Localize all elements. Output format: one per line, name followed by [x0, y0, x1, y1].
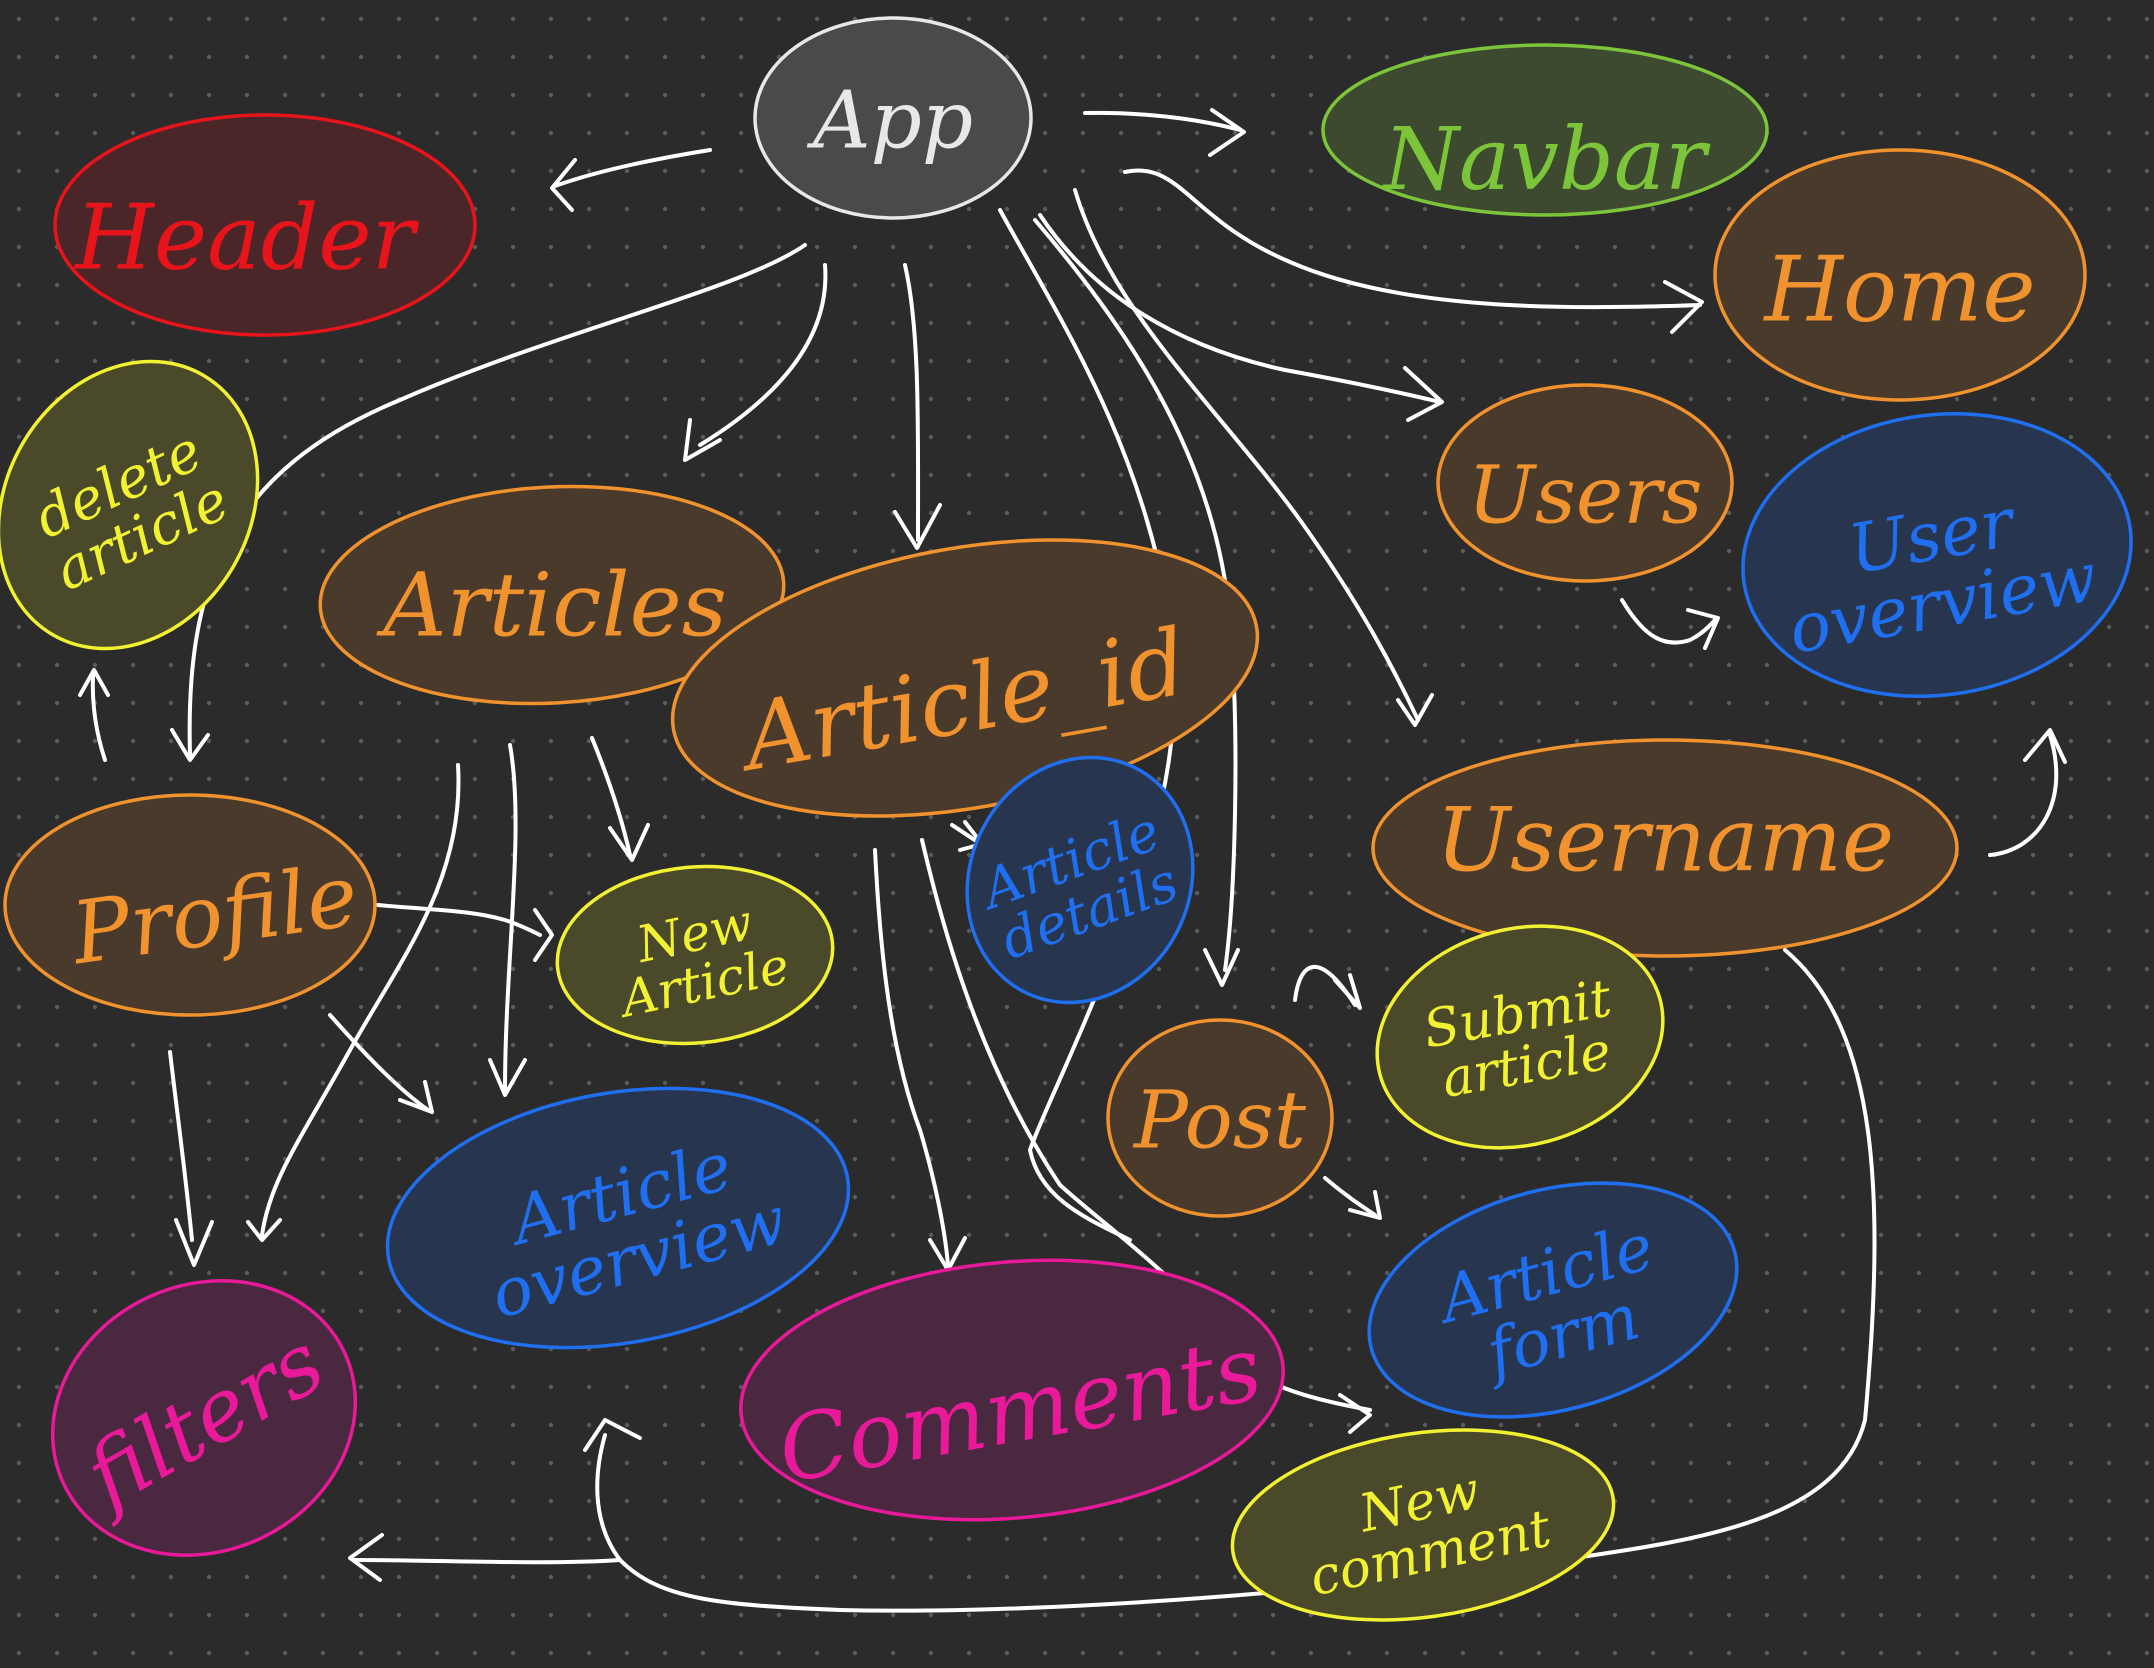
- node-navbar-shape: [1321, 43, 1769, 217]
- node-navbar[interactable]: Navbar: [1321, 43, 1769, 217]
- node-user-overview[interactable]: Useroverview: [1724, 389, 2149, 721]
- nodes: App Navbar Header Home deletearticle Use…: [0, 16, 2149, 1643]
- edge-app-navbar: [1083, 108, 1246, 157]
- node-username-label: Username: [1436, 789, 1894, 892]
- edge-profile-delete-article: [78, 668, 110, 762]
- node-users[interactable]: Users: [1436, 383, 1734, 583]
- node-app-label: App: [806, 74, 973, 167]
- node-article-details-shape: [965, 755, 1195, 1005]
- node-articles-label: Articles: [376, 554, 727, 657]
- node-new-article[interactable]: NewArticle: [550, 855, 840, 1054]
- node-articles-shape: [318, 484, 786, 706]
- edge-articles-filters: [246, 763, 461, 1242]
- edge-app-username: [1073, 188, 1434, 727]
- node-new-article-shape: [555, 864, 835, 1046]
- node-filters-shape: [50, 1279, 358, 1557]
- edge-post-article-form: [1323, 1176, 1382, 1220]
- node-new-comment[interactable]: Newcomment: [1220, 1407, 1626, 1643]
- edge-users-user-overview: [1620, 598, 1720, 650]
- node-article-id-shape: [670, 538, 1260, 818]
- node-navbar-label: Navbar: [1382, 110, 1711, 210]
- edge-profile-new-article: [376, 903, 554, 962]
- edge-app-users: [1038, 213, 1444, 422]
- edge-post-submit-article: [1293, 964, 1362, 1010]
- edge-articles-article-overview: [488, 743, 527, 1097]
- edge-profile-filters: [168, 1050, 214, 1267]
- node-post[interactable]: Post: [1106, 1018, 1334, 1218]
- node-header[interactable]: Header: [53, 113, 477, 337]
- node-submit-article-shape: [1375, 924, 1665, 1150]
- node-header-shape: [53, 113, 477, 337]
- node-post-label: Post: [1132, 1074, 1307, 1167]
- edge-app-article-id: [893, 263, 942, 550]
- node-submit-article[interactable]: Submitarticle: [1352, 895, 1688, 1179]
- node-article-overview[interactable]: Articleoverview: [367, 1054, 869, 1381]
- node-post-shape: [1106, 1018, 1334, 1218]
- node-comments[interactable]: Comments: [730, 1239, 1294, 1541]
- node-delete-article-shape: [0, 359, 260, 651]
- node-home[interactable]: Home: [1713, 148, 2087, 402]
- node-articles[interactable]: Articles: [315, 475, 790, 715]
- edge-username-filters: [348, 1533, 622, 1582]
- node-username[interactable]: Username: [1371, 738, 1959, 958]
- node-delete-article[interactable]: deletearticle: [0, 314, 309, 696]
- node-username-shape: [1371, 738, 1959, 958]
- node-article-form-shape: [1367, 1181, 1739, 1419]
- edge-articles-new-article: [590, 736, 650, 862]
- node-profile-shape: [3, 793, 377, 1017]
- node-home-shape: [1713, 148, 2087, 402]
- edge-app-profile: [170, 243, 807, 762]
- node-article-form[interactable]: Articleform: [1343, 1145, 1763, 1455]
- edge-username-user-overview: [1988, 728, 2067, 857]
- node-user-overview-shape: [1741, 411, 2133, 699]
- node-new-comment-shape: [1230, 1428, 1616, 1622]
- node-users-label: Users: [1467, 449, 1702, 542]
- node-header-label: Header: [73, 186, 419, 291]
- edge-app-home: [1123, 168, 1704, 334]
- node-profile[interactable]: Profile: [3, 793, 377, 1017]
- node-comments-shape: [739, 1258, 1285, 1522]
- node-home-label: Home: [1762, 238, 2035, 343]
- node-app-shape: [753, 16, 1033, 220]
- node-app[interactable]: App: [753, 16, 1033, 220]
- edge-app-articles: [683, 263, 828, 462]
- node-submit-article-label: Submitarticle: [1419, 968, 1625, 1111]
- node-filters[interactable]: filters: [7, 1232, 400, 1604]
- node-users-shape: [1436, 383, 1734, 583]
- edge-profile-article-overview: [328, 1013, 434, 1114]
- node-article-details[interactable]: Articledetails: [927, 720, 1232, 1040]
- node-article-overview-shape: [385, 1086, 851, 1350]
- edge-app-header: [550, 148, 712, 212]
